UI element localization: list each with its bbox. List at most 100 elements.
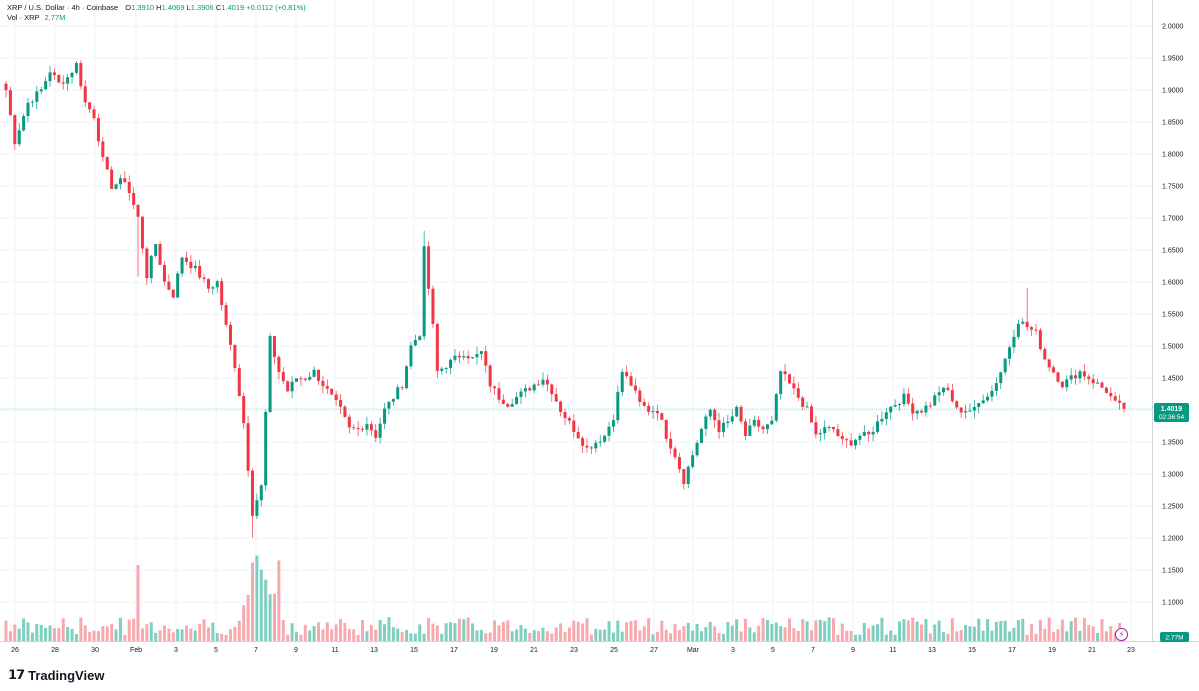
candle-down	[96, 118, 100, 142]
candle-down	[317, 369, 321, 381]
volume-bar	[682, 626, 686, 641]
volume-bar	[361, 620, 365, 641]
candle-down	[1038, 330, 1042, 350]
candle-up	[779, 371, 783, 395]
candle-down	[867, 431, 871, 435]
symbol-header: XRP / U.S. Dollar · 4h · Coinbase O1.391…	[7, 3, 306, 12]
candle-up	[915, 410, 919, 414]
volume-bar	[730, 625, 734, 641]
candle-down	[545, 379, 549, 385]
candle-up	[1003, 358, 1007, 373]
volume-bar	[22, 618, 26, 641]
volume-bar	[308, 630, 312, 641]
volume-bar	[1087, 624, 1091, 641]
chart-grid	[0, 0, 1152, 641]
candle-up	[308, 376, 312, 380]
volume-bar	[765, 620, 769, 641]
candle-down	[955, 401, 959, 408]
volume-bar	[35, 624, 39, 641]
candle-up	[730, 416, 734, 422]
volume-bar	[237, 620, 241, 641]
volume-bar	[1056, 629, 1060, 641]
volume-bar	[893, 634, 897, 641]
volume-bar	[396, 628, 400, 641]
candle-down	[642, 401, 646, 406]
candle-up	[774, 394, 778, 421]
candle-down	[13, 115, 17, 145]
volume-bar	[792, 628, 796, 641]
lightning-icon[interactable]: ⚡	[1115, 628, 1128, 641]
candle-down	[299, 378, 303, 380]
time-tick-label: 25	[610, 647, 618, 654]
candle-up	[255, 500, 259, 516]
candle-up	[704, 416, 708, 429]
candle-up	[30, 101, 34, 103]
candle-up	[519, 391, 523, 397]
volume-value: 2.77M	[44, 13, 66, 22]
candle-down	[339, 400, 343, 407]
volume-bar	[889, 630, 893, 641]
volume-bar	[484, 633, 488, 641]
volume-bar	[92, 630, 96, 641]
volume-bar	[928, 633, 932, 641]
candle-down	[787, 374, 791, 384]
candle-up	[924, 405, 928, 413]
candle-down	[321, 380, 325, 387]
volume-bar	[83, 625, 87, 641]
candle-down	[501, 399, 505, 404]
volume-bar	[664, 629, 668, 641]
time-tick-label: 7	[254, 647, 258, 654]
symbol-title[interactable]: XRP / U.S. Dollar · 4h · Coinbase	[7, 3, 119, 12]
candle-down	[814, 422, 818, 435]
candle-up	[752, 419, 756, 426]
volume-bar	[660, 620, 664, 641]
volume-bar	[101, 626, 105, 641]
volume-bar	[977, 618, 981, 641]
volume-bar	[880, 617, 884, 641]
candle-up	[699, 428, 703, 443]
candle-down	[162, 264, 166, 282]
volume-bar	[330, 629, 334, 641]
volume-label[interactable]: Vol · XRP	[7, 13, 40, 22]
candle-up	[22, 116, 26, 131]
volume-bar	[686, 622, 690, 641]
volume-bar	[453, 623, 457, 641]
volume-bar	[132, 618, 136, 641]
candle-up	[383, 408, 387, 424]
candle-up	[990, 390, 994, 397]
candle-down	[457, 355, 461, 358]
volume-bar	[638, 630, 642, 641]
candle-down	[554, 394, 558, 402]
candle-up	[114, 184, 118, 189]
candle-down	[682, 469, 686, 485]
candle-up	[748, 425, 752, 436]
candle-up	[977, 403, 981, 407]
candle-up	[391, 398, 395, 402]
volume-bar	[246, 594, 250, 641]
time-tick-label: 21	[1088, 647, 1096, 654]
time-tick-label: 9	[851, 647, 855, 654]
candle-down	[1100, 382, 1104, 388]
candle-down	[272, 336, 276, 357]
open-value: 1.3910	[131, 3, 155, 12]
time-tick-label: 19	[490, 647, 498, 654]
candle-down	[677, 457, 681, 470]
price-tick-label: 1.7500	[1162, 184, 1184, 191]
volume-bar	[783, 627, 787, 641]
candle-up	[1096, 382, 1100, 384]
candle-up	[211, 287, 215, 289]
volume-bar	[391, 627, 395, 641]
tradingview-logo[interactable]: 𝟭𝟳 TradingView	[8, 667, 104, 683]
candle-down	[4, 83, 8, 91]
candle-down	[1030, 327, 1034, 330]
volume-tag: 2.77M	[1160, 632, 1189, 642]
candle-down	[567, 417, 571, 421]
volume-bar	[625, 622, 629, 641]
volume-bar	[713, 626, 717, 641]
volume-bar	[1038, 619, 1042, 641]
volume-bar	[567, 627, 571, 641]
volume-bar	[818, 619, 822, 641]
candle-up	[770, 420, 774, 425]
candle-down	[1113, 396, 1117, 401]
